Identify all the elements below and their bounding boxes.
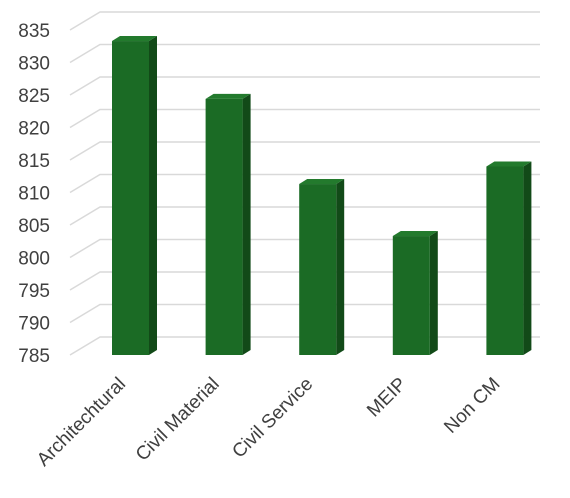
bar-front <box>205 98 243 356</box>
gridline <box>69 108 540 129</box>
gridline <box>69 173 540 194</box>
y-axis: 835 830 825 820 815 810 805 800 795 790 785 <box>18 21 50 367</box>
x-category-label: Non CM <box>440 374 504 438</box>
bar-side <box>149 36 157 356</box>
bar <box>392 231 438 355</box>
bar <box>486 161 532 355</box>
y-tick-label: 785 <box>18 346 50 367</box>
y-tick-label: 830 <box>18 54 50 75</box>
y-tick-label: 815 <box>18 151 50 172</box>
y-tick-label: 800 <box>18 249 50 270</box>
gridline <box>69 11 540 31</box>
x-axis: Architechtural Civil Material Civil Servic… <box>33 374 504 471</box>
bar-front <box>112 41 149 356</box>
y-tick-label: 835 <box>18 21 50 42</box>
bar-side <box>242 93 251 356</box>
bar-side <box>429 231 438 355</box>
y-tick-label: 820 <box>18 119 50 140</box>
y-tick-label: 805 <box>18 216 50 237</box>
gridline <box>69 76 540 96</box>
x-category-label: MEIP <box>363 374 411 422</box>
x-category-label: Civil Service <box>228 374 317 463</box>
y-tick-label: 790 <box>18 314 50 335</box>
bar-top <box>392 231 438 237</box>
y-tick-label: 825 <box>18 86 50 107</box>
gridline <box>69 43 540 64</box>
y-tick-label: 810 <box>18 184 50 205</box>
bar-top <box>299 179 345 185</box>
bar-front <box>486 166 524 355</box>
bar <box>299 179 345 355</box>
bars <box>112 36 532 356</box>
bar-top <box>112 36 157 42</box>
bar-top <box>205 93 251 99</box>
bar <box>112 36 157 356</box>
x-category-label: Architechtural <box>33 374 130 471</box>
y-tick-label: 795 <box>18 281 50 302</box>
bar <box>205 93 251 356</box>
bar-top <box>486 161 532 167</box>
bar-front <box>392 236 430 355</box>
bar-front <box>299 184 337 355</box>
bar-side <box>523 161 532 355</box>
bar-side <box>336 179 345 355</box>
gridline <box>69 206 540 226</box>
x-category-label: Civil Material <box>132 374 224 466</box>
gridline <box>69 141 540 161</box>
